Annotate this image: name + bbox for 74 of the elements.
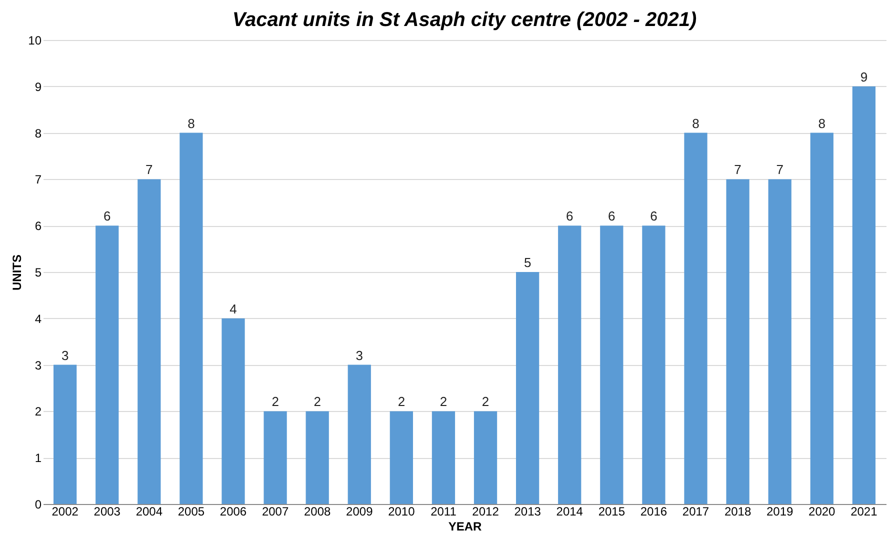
- x-tick-label: 2016: [640, 504, 668, 518]
- data-label: 4: [230, 301, 237, 316]
- y-tick-label: 2: [34, 404, 42, 419]
- y-tick-label: 7: [34, 172, 42, 187]
- bar: [600, 226, 624, 504]
- bar: [852, 86, 876, 504]
- y-tick-label: 9: [34, 80, 42, 94]
- data-label: 6: [566, 208, 574, 224]
- x-tick-label: 2021: [850, 504, 878, 518]
- data-label: 2: [272, 394, 279, 410]
- x-tick-label: 2017: [682, 504, 710, 518]
- data-label: 2: [482, 394, 490, 410]
- x-tick-label: 2006: [220, 504, 247, 518]
- data-label: 6: [608, 208, 616, 224]
- bar: [138, 179, 161, 504]
- bar: [642, 226, 666, 504]
- y-axis-title: UNITS: [10, 254, 24, 290]
- x-tick-label: 2013: [514, 504, 542, 518]
- bar: [180, 132, 203, 504]
- x-tick-label: 2002: [52, 504, 79, 518]
- x-tick-label: 2004: [136, 504, 163, 518]
- chart-title: Vacant units in St Asaph city centre (2002 - 2021): [232, 9, 697, 31]
- x-tick-label: 2014: [556, 504, 584, 518]
- bar: [96, 226, 119, 504]
- data-label: 6: [104, 208, 111, 224]
- y-tick-label: 6: [34, 219, 42, 234]
- data-label: 5: [524, 255, 532, 270]
- bar: [54, 364, 77, 504]
- bar: [558, 226, 582, 504]
- y-tick-label: 4: [34, 312, 42, 326]
- data-label: 3: [61, 348, 69, 363]
- bar: [390, 411, 413, 504]
- x-tick-label: 2005: [178, 504, 205, 518]
- y-tick-label: 5: [34, 266, 42, 280]
- bar: [222, 318, 245, 504]
- data-label: 8: [818, 116, 826, 131]
- x-tick-label: 2018: [724, 504, 752, 518]
- y-tick-label: 10: [28, 34, 42, 48]
- data-label: 2: [398, 394, 406, 410]
- bar: [768, 179, 792, 504]
- bar: [684, 132, 708, 504]
- bar: [348, 364, 371, 504]
- data-label: 3: [356, 348, 364, 363]
- bar: [516, 272, 540, 504]
- data-label: 9: [860, 69, 868, 84]
- x-tick-label: 2007: [262, 504, 289, 518]
- data-label: 2: [440, 394, 448, 410]
- bar: [264, 411, 287, 504]
- data-label: 6: [650, 208, 658, 224]
- data-label: 8: [188, 116, 195, 131]
- x-tick-label: 2008: [304, 504, 332, 518]
- data-label: 7: [146, 162, 153, 178]
- y-tick-label: 1: [34, 451, 42, 466]
- bar: [726, 179, 750, 504]
- data-label: 8: [692, 116, 700, 131]
- x-tick-label: 2010: [388, 504, 416, 518]
- y-tick-label: 8: [34, 126, 42, 140]
- bar: [474, 411, 498, 504]
- x-axis-title: YEAR: [448, 520, 482, 534]
- y-tick-label: 0: [34, 498, 42, 512]
- x-tick-label: 2011: [430, 504, 457, 518]
- bar: [432, 411, 456, 504]
- x-tick-label: 2009: [346, 504, 374, 518]
- x-tick-label: 2019: [766, 504, 794, 518]
- x-tick-label: 2020: [808, 504, 836, 518]
- x-tick-label: 2003: [94, 504, 121, 518]
- y-tick-label: 3: [34, 358, 42, 372]
- bar: [810, 132, 834, 504]
- x-tick-label: 2012: [472, 504, 500, 518]
- data-label: 2: [314, 394, 321, 410]
- data-label: 7: [734, 162, 742, 178]
- x-tick-label: 2015: [598, 504, 626, 518]
- bar: [306, 411, 329, 504]
- data-label: 7: [776, 162, 784, 178]
